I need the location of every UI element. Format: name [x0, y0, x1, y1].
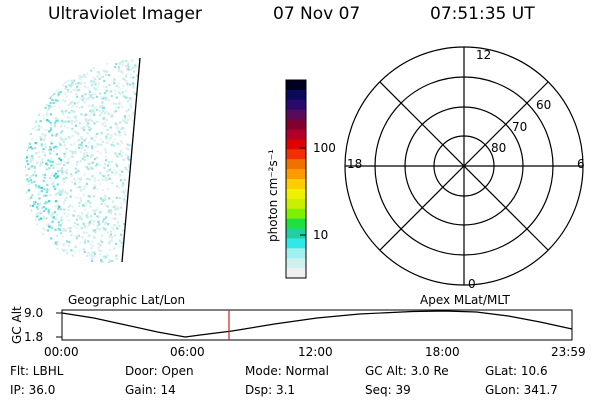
altitude-curve	[61, 310, 573, 338]
colorbar-segment	[286, 179, 306, 190]
colorbar-segment	[286, 248, 306, 259]
status-gain: Gain: 14	[125, 383, 176, 397]
colorbar-segment	[286, 129, 306, 140]
time-label: 07:51:35 UT	[430, 4, 535, 24]
apex-title: Apex MLat/MLT	[420, 293, 510, 307]
altitude-frame	[61, 309, 573, 341]
colorbar-segment	[286, 218, 306, 230]
xtick-0600: 06:00	[170, 345, 205, 359]
colorbar-frame	[285, 79, 307, 279]
colorbar-segment	[286, 149, 306, 160]
altitude-axis-label: GC Alt	[10, 306, 24, 344]
colorbar-segment	[286, 109, 306, 121]
date-label: 07 Nov 07	[273, 4, 361, 24]
colorbar-segment	[286, 188, 306, 200]
colorbar-unit-label: photon cm⁻²s⁻¹	[266, 149, 280, 242]
colorbar-segment	[286, 268, 306, 279]
alt-ylabel-1: 1.8	[24, 330, 44, 344]
altitude-plot	[56, 309, 573, 341]
colorbar-segment	[286, 228, 306, 239]
colorbar	[285, 79, 307, 279]
status-glat: GLat: 10.6	[485, 364, 548, 378]
status-dsp: Dsp: 3.1	[245, 383, 296, 397]
terminator-line	[121, 57, 141, 263]
mlt-label-18: 18	[347, 157, 363, 171]
lat-label-70: 70	[512, 120, 528, 134]
mlt-label-0: 0	[468, 277, 476, 291]
colorbar-segment	[286, 169, 306, 180]
lat-label-60: 60	[536, 98, 552, 112]
status-door: Door: Open	[125, 364, 194, 378]
colorbar-segment	[286, 208, 306, 220]
geographic-title: Geographic Lat/Lon	[68, 293, 186, 307]
colorbar-segment	[286, 159, 306, 170]
status-glon: GLon: 341.7	[485, 383, 558, 397]
xtick-0000: 00:00	[44, 345, 79, 359]
polar-diagonal-2	[379, 81, 549, 251]
colorbar-segment	[286, 89, 306, 101]
xtick-1200: 12:00	[298, 345, 333, 359]
colorbar-segment	[286, 238, 306, 249]
polar-plot	[344, 46, 584, 286]
colorbar-segment	[286, 139, 306, 150]
mlt-label-12: 12	[476, 48, 492, 62]
colorbar-label-100: 100	[313, 141, 336, 155]
status-gc-alt: GC Alt: 3.0 Re	[365, 364, 449, 378]
xtick-2359: 23:59	[551, 345, 586, 359]
status-seq: Seq: 39	[365, 383, 411, 397]
colorbar-label-10: 10	[313, 228, 329, 242]
colorbar-segment	[286, 80, 306, 91]
colorbar-segment	[286, 258, 306, 269]
app-title: Ultraviolet Imager	[48, 4, 202, 24]
mlt-label-6: 6	[577, 157, 585, 171]
status-ip: IP: 36.0	[10, 383, 56, 397]
xtick-1800: 18:00	[425, 345, 460, 359]
colorbar-segment	[286, 99, 306, 111]
status-mode: Mode: Normal	[245, 364, 329, 378]
uv-image	[25, 57, 141, 264]
lat-label-80: 80	[491, 141, 507, 155]
colorbar-segment	[286, 119, 306, 131]
alt-ylabel-9: 9.0	[24, 306, 44, 320]
status-filter: Flt: LBHL	[10, 364, 64, 378]
colorbar-segment	[286, 198, 306, 210]
